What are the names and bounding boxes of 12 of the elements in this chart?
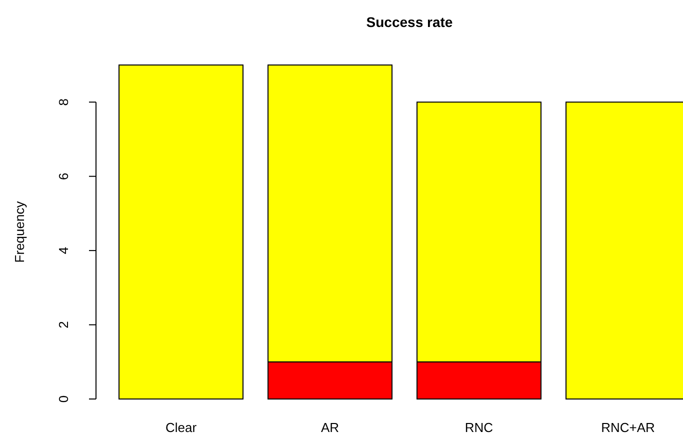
x-tick-label: RNC (464, 420, 494, 435)
chart-title: Success rate (366, 14, 453, 30)
bar (118, 64, 244, 400)
y-tick-label: 0 (56, 395, 71, 403)
y-tick-label: 4 (56, 246, 71, 254)
y-axis-title: Frequency (12, 200, 27, 263)
x-tick-label: AR (320, 420, 340, 435)
x-tick-label: Clear (165, 420, 198, 435)
x-tick-label: RNC+AR (601, 420, 655, 435)
y-tick-label: 8 (56, 98, 71, 106)
y-tick-label: 2 (56, 321, 71, 328)
y-tick-label: 6 (56, 172, 71, 180)
